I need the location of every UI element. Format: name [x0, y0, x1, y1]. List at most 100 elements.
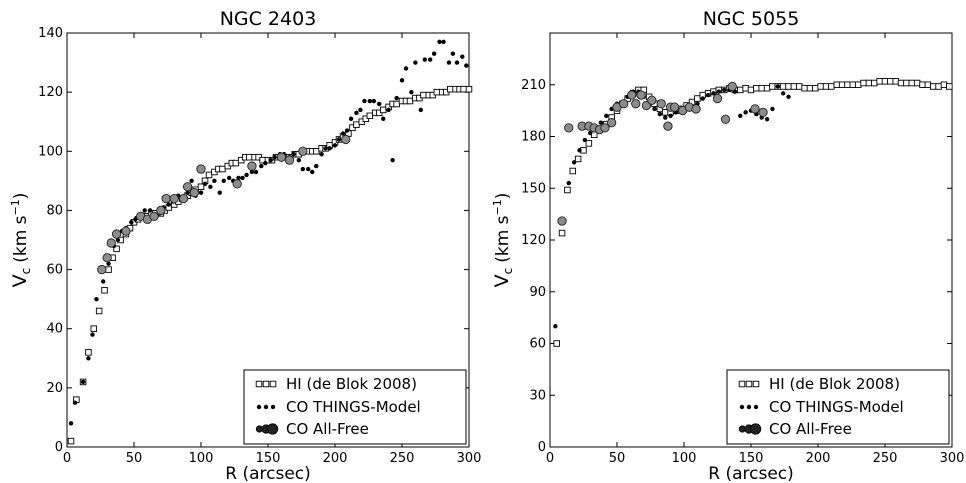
- data-point: [409, 89, 414, 95]
- legend: HI (de Blok 2008) CO THINGS-Model CO All-F…: [726, 369, 950, 445]
- data-point: [263, 160, 268, 166]
- data-point: [67, 437, 75, 445]
- data-point: [780, 91, 786, 96]
- data-point: [161, 193, 171, 204]
- data-point: [758, 107, 768, 118]
- data-point: [393, 100, 400, 108]
- data-point: [362, 98, 367, 104]
- data-point: [929, 83, 937, 90]
- data-point: [806, 84, 814, 92]
- y-label-exp: −1: [9, 199, 22, 215]
- data-point: [919, 81, 926, 88]
- legend-marker: [255, 380, 263, 388]
- data-point: [253, 169, 259, 175]
- data-point: [178, 193, 189, 204]
- data-point: [657, 111, 663, 117]
- legend-label: CO All-Free: [286, 420, 369, 438]
- legend-label: CO THINGS-Model: [286, 398, 421, 416]
- data-point: [327, 146, 332, 151]
- x-tick-label: 300: [457, 451, 482, 466]
- data-point: [300, 166, 306, 172]
- data-point: [460, 54, 465, 59]
- data-point: [828, 83, 835, 90]
- data-point: [166, 202, 172, 207]
- data-point: [85, 349, 92, 356]
- y-tick-label: 90: [529, 285, 546, 300]
- data-point: [323, 146, 328, 151]
- data-point: [785, 83, 792, 90]
- legend-label: HI (de Blok 2008): [286, 375, 417, 393]
- data-point: [217, 190, 222, 195]
- data-point: [446, 85, 454, 93]
- y-label-unit: (km s: [11, 215, 31, 262]
- data-point: [101, 287, 108, 294]
- data-point: [399, 78, 405, 83]
- data-point: [691, 104, 701, 114]
- data-point: [196, 164, 206, 174]
- data-point: [413, 60, 418, 65]
- data-point: [422, 57, 427, 62]
- data-point: [908, 79, 916, 87]
- data-point: [100, 279, 106, 284]
- legend: HI (de Blok 2008) CO THINGS-Model CO All-F…: [243, 369, 467, 445]
- data-point: [619, 99, 629, 109]
- data-point: [750, 104, 760, 114]
- data-point: [738, 113, 743, 119]
- data-point: [454, 60, 460, 65]
- data-point: [121, 226, 131, 236]
- legend-marker: [262, 380, 270, 388]
- legend-box: [726, 369, 950, 445]
- data-point: [314, 163, 319, 169]
- data-point: [245, 153, 253, 161]
- data-point: [892, 78, 899, 85]
- data-point: [367, 98, 373, 104]
- data-point: [753, 84, 760, 92]
- data-point: [86, 356, 91, 361]
- data-point: [340, 131, 346, 136]
- data-point: [240, 175, 245, 181]
- y-label-sub: c: [19, 268, 33, 275]
- x-tick-label: 50: [609, 451, 626, 466]
- data-point: [371, 98, 377, 104]
- data-point: [106, 238, 116, 248]
- data-point: [585, 140, 593, 147]
- legend-box: [243, 369, 467, 445]
- data-point: [386, 107, 391, 113]
- data-point: [212, 178, 217, 184]
- data-point: [564, 186, 571, 194]
- y-tick-label: 120: [38, 85, 63, 100]
- data-point: [433, 88, 441, 96]
- data-point: [669, 102, 680, 112]
- data-point: [446, 60, 452, 65]
- data-point: [142, 208, 147, 213]
- y-tick-label: 40: [46, 322, 63, 337]
- data-point: [881, 78, 889, 85]
- data-point: [716, 89, 722, 94]
- data-point: [437, 39, 442, 45]
- y-label-main: V: [9, 274, 31, 287]
- data-point: [887, 78, 894, 85]
- y-label-close: ): [493, 193, 513, 200]
- y-tick-label: 120: [521, 233, 546, 248]
- data-point: [786, 94, 791, 100]
- data-marks: [67, 39, 473, 445]
- x-tick-label: 300: [940, 451, 965, 466]
- data-point: [68, 421, 74, 426]
- data-point: [903, 79, 910, 87]
- data-point: [663, 121, 673, 131]
- data-point: [790, 83, 798, 90]
- series-3: [557, 81, 768, 226]
- x-tick-label: 100: [672, 451, 697, 466]
- data-point: [871, 79, 878, 87]
- data-point: [377, 101, 382, 107]
- data-point: [833, 81, 841, 88]
- y-tick-label: 150: [521, 181, 546, 196]
- y-label-sub: c: [501, 268, 515, 275]
- data-point: [795, 83, 803, 90]
- panel-ngc-5055: NGC 5055 0 50 100 150 200 250 300 0 30 60 90 120 150 1…: [491, 8, 964, 483]
- legend-marker: [746, 404, 752, 410]
- legend-label: HI (de Blok 2008): [769, 375, 900, 393]
- data-point: [296, 157, 302, 163]
- data-point: [354, 110, 359, 116]
- data-point: [366, 112, 374, 120]
